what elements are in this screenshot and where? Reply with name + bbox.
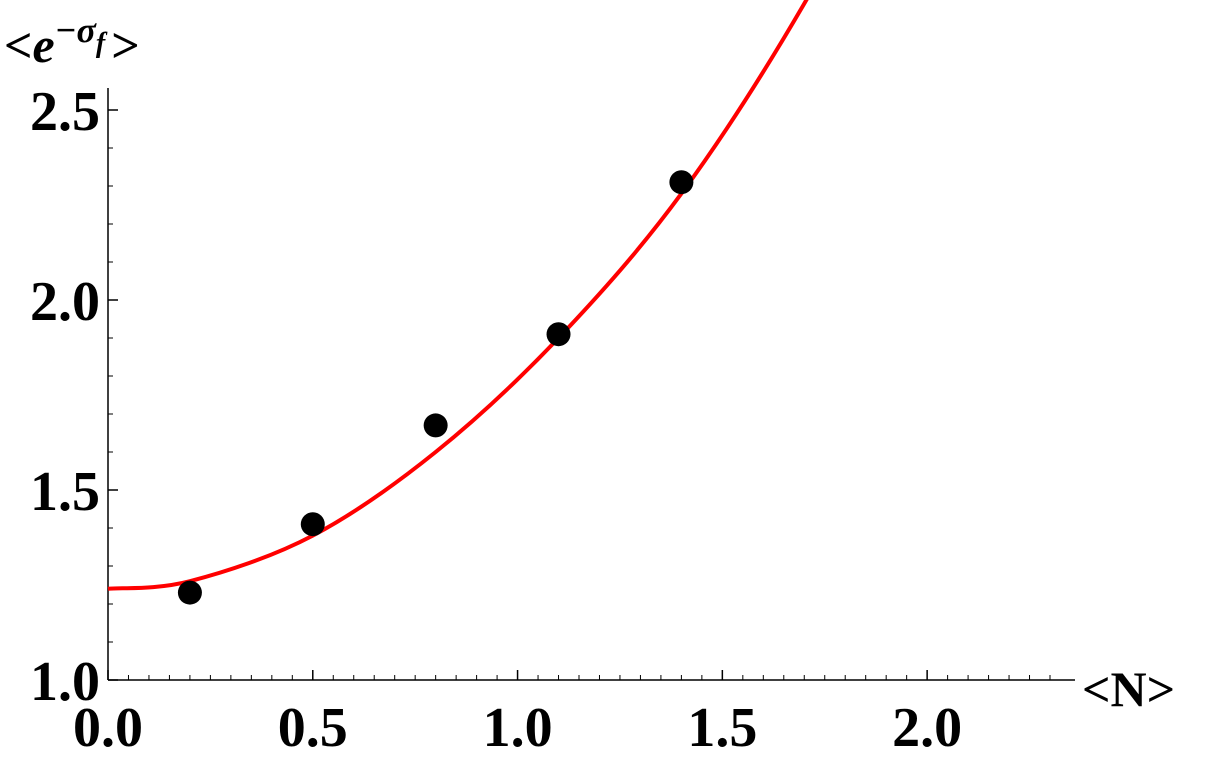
x-tick-label: 1.0 [483,697,553,759]
y-axis-label-superscript: −σ [55,10,98,50]
data-point [423,413,448,438]
x-axis-label: <N> [1082,661,1175,717]
y-axis-label: <e−σf > [4,10,140,73]
y-axis-label-suffix: > [111,17,140,73]
x-tick-label: 1.5 [687,697,757,759]
y-axis-label-subscript: f [96,28,108,59]
data-point [300,512,325,537]
y-tick-label: 1.0 [30,651,100,713]
data-point [669,170,694,195]
x-tick-label: 0.5 [278,697,348,759]
data-point [546,322,571,347]
fit-curve [107,0,809,591]
x-tick-labels: 0.0 0.5 1.0 1.5 2.0 [73,697,962,759]
major-ticks [107,109,928,681]
data-point [177,580,202,605]
y-axis-label-prefix: <e [4,17,55,73]
minor-ticks [108,147,1051,680]
y-tick-label: 2.5 [30,81,100,143]
x-tick-label: 0.0 [73,697,143,759]
axes [107,88,1075,681]
y-tick-label: 1.5 [30,461,100,523]
y-tick-labels: 1.01.52.02.53.03.54.0 [30,81,100,713]
x-tick-label: 2.0 [892,697,962,759]
data-points [177,170,694,605]
y-tick-label: 2.0 [30,271,100,333]
